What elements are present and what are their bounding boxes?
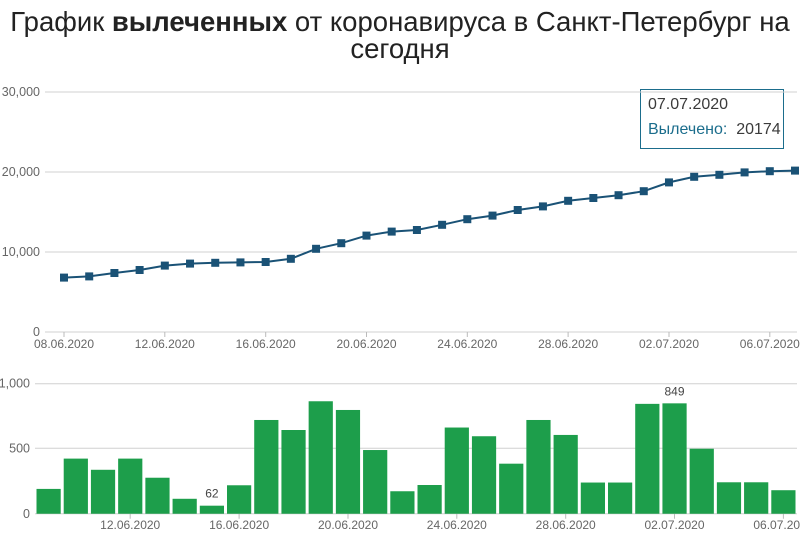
svg-text:06.07.2020: 06.07.2020 bbox=[753, 518, 800, 532]
svg-text:08.06.2020: 08.06.2020 bbox=[34, 337, 94, 351]
svg-text:16.06.2020: 16.06.2020 bbox=[236, 337, 296, 351]
svg-text:12.06.2020: 12.06.2020 bbox=[100, 518, 160, 532]
svg-text:500: 500 bbox=[9, 441, 30, 455]
svg-text:28.06.2020: 28.06.2020 bbox=[536, 518, 596, 532]
svg-text:24.06.2020: 24.06.2020 bbox=[427, 518, 487, 532]
svg-text:62: 62 bbox=[205, 487, 219, 501]
svg-text:20,000: 20,000 bbox=[2, 165, 40, 179]
svg-text:849: 849 bbox=[664, 384, 684, 398]
svg-text:24.06.2020: 24.06.2020 bbox=[437, 337, 497, 351]
svg-text:02.07.2020: 02.07.2020 bbox=[644, 518, 704, 532]
svg-text:28.06.2020: 28.06.2020 bbox=[538, 337, 598, 351]
svg-text:02.07.2020: 02.07.2020 bbox=[639, 337, 699, 351]
svg-text:20.06.2020: 20.06.2020 bbox=[336, 337, 396, 351]
svg-text:0: 0 bbox=[23, 507, 30, 521]
svg-text:10,000: 10,000 bbox=[2, 245, 40, 259]
svg-text:16.06.2020: 16.06.2020 bbox=[209, 518, 269, 532]
svg-text:30,000: 30,000 bbox=[2, 85, 40, 99]
svg-text:1,000: 1,000 bbox=[0, 377, 30, 391]
svg-text:20.06.2020: 20.06.2020 bbox=[318, 518, 378, 532]
svg-text:12.06.2020: 12.06.2020 bbox=[135, 337, 195, 351]
svg-text:06.07.2020: 06.07.2020 bbox=[740, 337, 800, 351]
